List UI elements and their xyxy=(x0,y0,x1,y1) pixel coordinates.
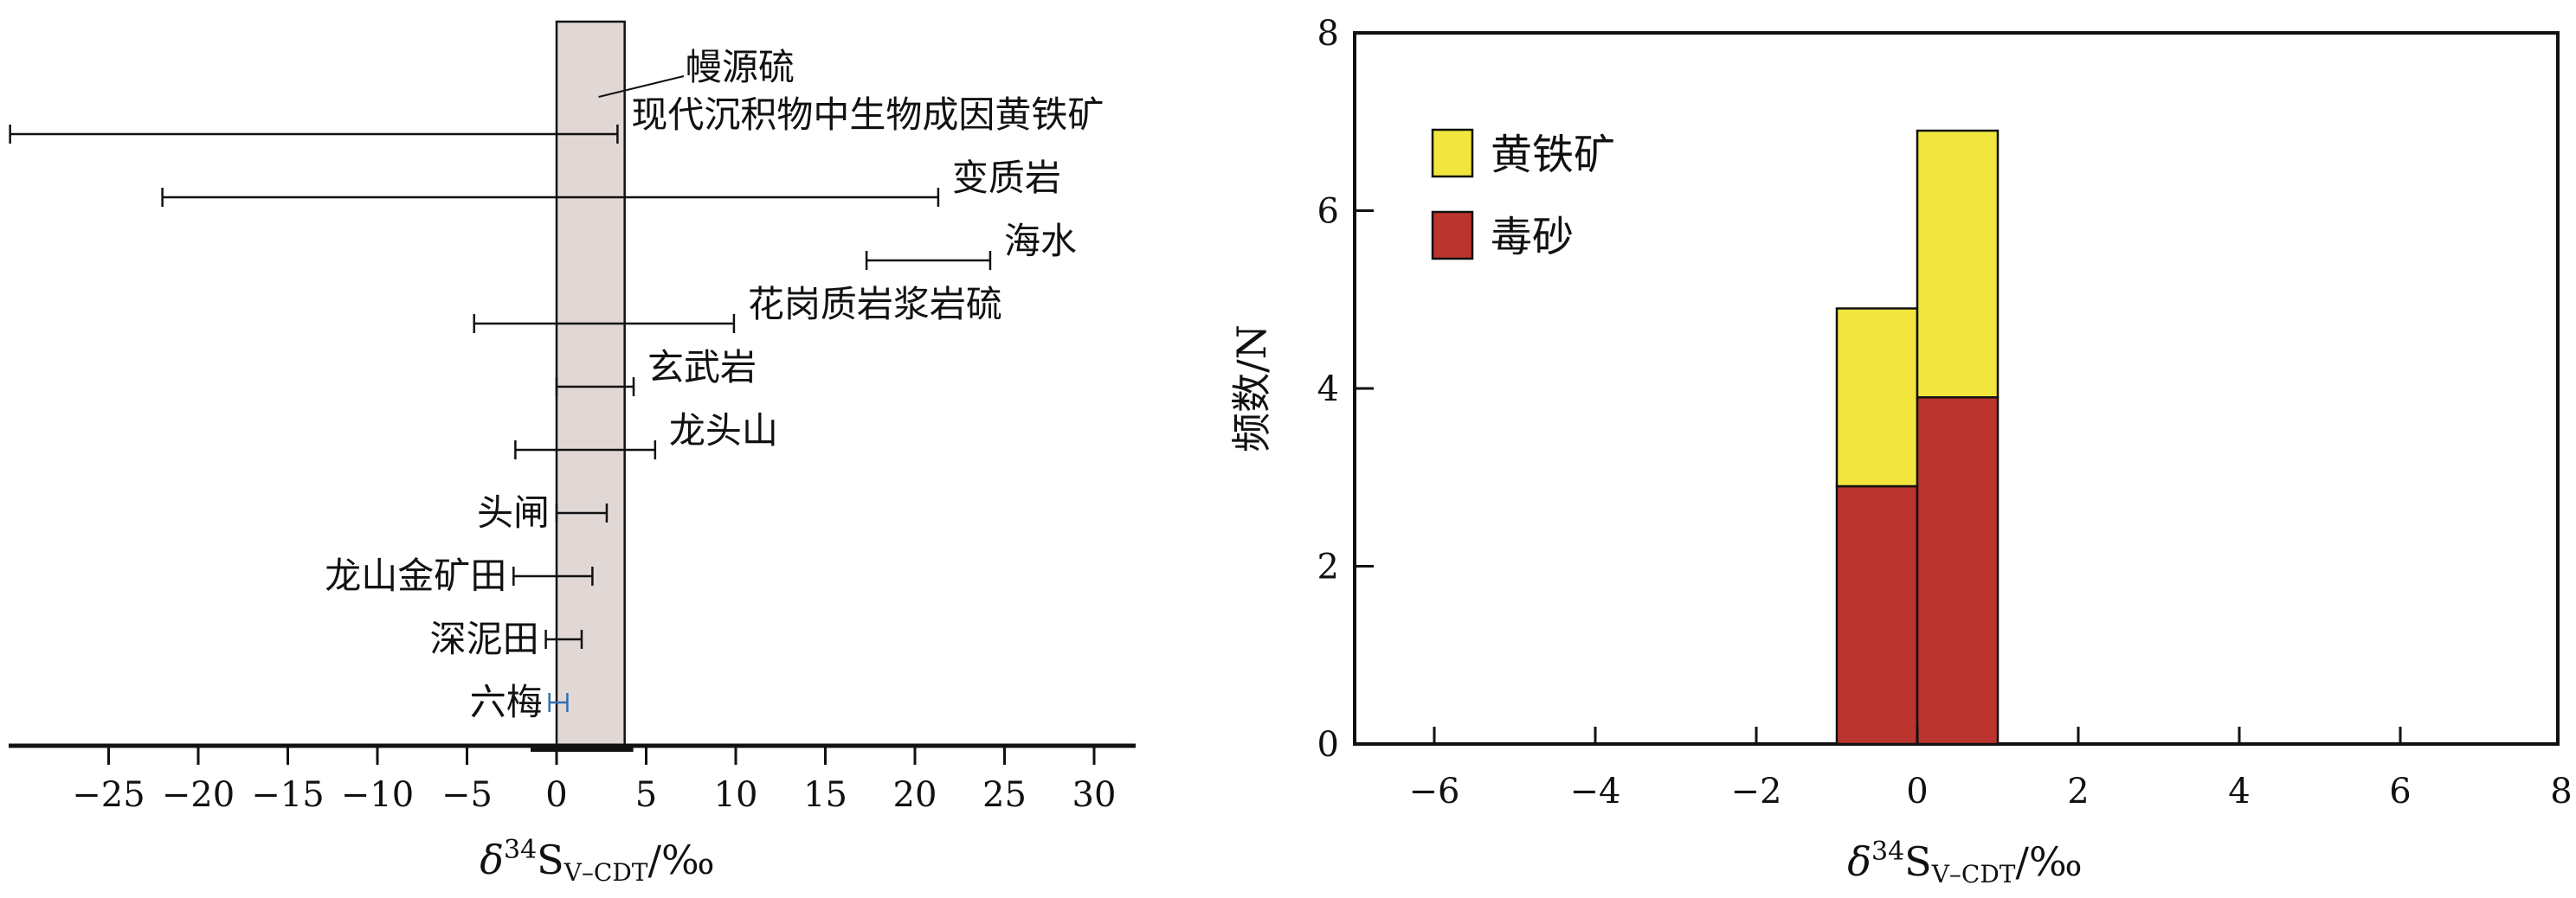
x-axis-title-sub: V–CDT xyxy=(1931,860,2016,888)
y-tick-label: 4 xyxy=(1317,369,1339,409)
y-tick-label: 6 xyxy=(1317,192,1339,232)
range-label: 花岗质岩浆岩硫 xyxy=(748,283,1002,325)
range-bar: 海水 xyxy=(865,220,1077,270)
x-tick-label: −15 xyxy=(251,775,324,815)
histogram-bars xyxy=(1835,129,2000,746)
isotope-range-chart: 幔源硫 现代沉积物中生物成因黄铁矿变质岩海水花岗质岩浆岩硫玄武岩龙头山头闸龙山金… xyxy=(9,20,1136,887)
x-tick-label: 15 xyxy=(803,775,847,815)
y-ticks: 0 2 4 6 8 xyxy=(1317,14,1374,765)
range-label: 龙山金矿田 xyxy=(325,555,506,597)
range-label: 现代沉积物中生物成因黄铁矿 xyxy=(631,93,1104,136)
x-tick-label: 0 xyxy=(545,775,567,815)
bar-segment xyxy=(1916,129,2000,399)
legend-swatch xyxy=(1431,128,1474,178)
x-axis-title-base: S xyxy=(537,837,564,883)
range-label: 海水 xyxy=(1004,220,1077,262)
range-label: 玄武岩 xyxy=(647,346,757,388)
range-bar: 六梅 xyxy=(470,681,569,723)
x-axis-title-main: δ xyxy=(1847,838,1871,885)
range-label: 龙头山 xyxy=(669,409,778,452)
x-axis-title-sup: 34 xyxy=(1871,837,1904,867)
x-ticks: −25 −20 −15 −10 −5 0 5 10 15 20 25 30 xyxy=(72,746,1116,815)
x-tick-label: 5 xyxy=(635,775,657,815)
legend-item: 黄铁矿 xyxy=(1431,128,1615,179)
x-ticks: −6 −4 −2 0 2 4 6 8 xyxy=(1409,727,2573,811)
x-tick-label: 2 xyxy=(2067,772,2089,811)
range-bar: 龙头山 xyxy=(514,409,778,459)
x-tick-label: −2 xyxy=(1731,772,1782,811)
mantle-sulfur-band xyxy=(555,20,626,747)
legend-item: 毒砂 xyxy=(1431,210,1574,261)
x-tick-label: −20 xyxy=(162,775,235,815)
x-tick-label: 4 xyxy=(2228,772,2250,811)
x-tick-label: 20 xyxy=(893,775,937,815)
x-tick-label: 8 xyxy=(2550,772,2572,811)
x-tick-label: 30 xyxy=(1072,775,1117,815)
range-label: 变质岩 xyxy=(952,157,1061,199)
range-bar: 玄武岩 xyxy=(555,346,757,396)
y-axis-title: 频数/N xyxy=(1228,324,1275,452)
x-axis-title-main: δ xyxy=(480,837,504,883)
legend-swatch xyxy=(1431,210,1474,260)
bar-segment xyxy=(1916,396,2000,746)
x-axis-title: δ34SV–CDT/‰ xyxy=(1847,837,2082,888)
x-tick-label: −5 xyxy=(441,775,493,815)
x-tick-label: −25 xyxy=(72,775,145,815)
x-tick-label: −10 xyxy=(341,775,414,815)
x-axis-title-base: S xyxy=(1904,838,1932,885)
range-label: 六梅 xyxy=(470,681,543,723)
y-tick-label: 2 xyxy=(1317,548,1339,587)
band-label-leader xyxy=(598,75,685,98)
range-bar: 变质岩 xyxy=(161,157,1061,207)
range-bar: 花岗质岩浆岩硫 xyxy=(473,283,1002,333)
range-label: 深泥田 xyxy=(430,618,539,660)
y-tick-label: 0 xyxy=(1317,725,1339,765)
x-axis-title-sub: V–CDT xyxy=(564,858,648,887)
bar-segment xyxy=(1835,307,1919,488)
x-tick-label: 0 xyxy=(1906,772,1928,811)
x-axis: −25 −20 −15 −10 −5 0 5 10 15 20 25 30 xyxy=(9,743,1136,815)
band-label: 幔源硫 xyxy=(686,46,795,88)
x-tick-label: 25 xyxy=(982,775,1027,815)
range-label: 头闸 xyxy=(477,491,550,534)
x-axis-title: δ34SV–CDT/‰ xyxy=(480,835,714,887)
range-bar: 龙山金矿田 xyxy=(325,555,594,597)
x-axis-title-sup: 34 xyxy=(504,835,537,865)
x-tick-label: 10 xyxy=(714,775,758,815)
range-bar: 头闸 xyxy=(477,491,609,534)
x-axis-title-unit: /‰ xyxy=(647,837,714,883)
x-tick-label: 6 xyxy=(2389,772,2411,811)
range-bar: 现代沉积物中生物成因黄铁矿 xyxy=(9,93,1104,144)
x-tick-label: −4 xyxy=(1570,772,1621,811)
x-axis-title-unit: /‰ xyxy=(2015,838,2082,885)
legend-label: 黄铁矿 xyxy=(1491,131,1615,179)
y-tick-label: 8 xyxy=(1317,14,1339,54)
legend-label: 毒砂 xyxy=(1491,213,1574,261)
range-bars: 现代沉积物中生物成因黄铁矿变质岩海水花岗质岩浆岩硫玄武岩龙头山头闸龙山金矿田深泥… xyxy=(9,93,1104,723)
range-bar: 深泥田 xyxy=(430,618,583,660)
x-tick-label: −6 xyxy=(1409,772,1460,811)
bar-segment xyxy=(1835,484,1919,746)
